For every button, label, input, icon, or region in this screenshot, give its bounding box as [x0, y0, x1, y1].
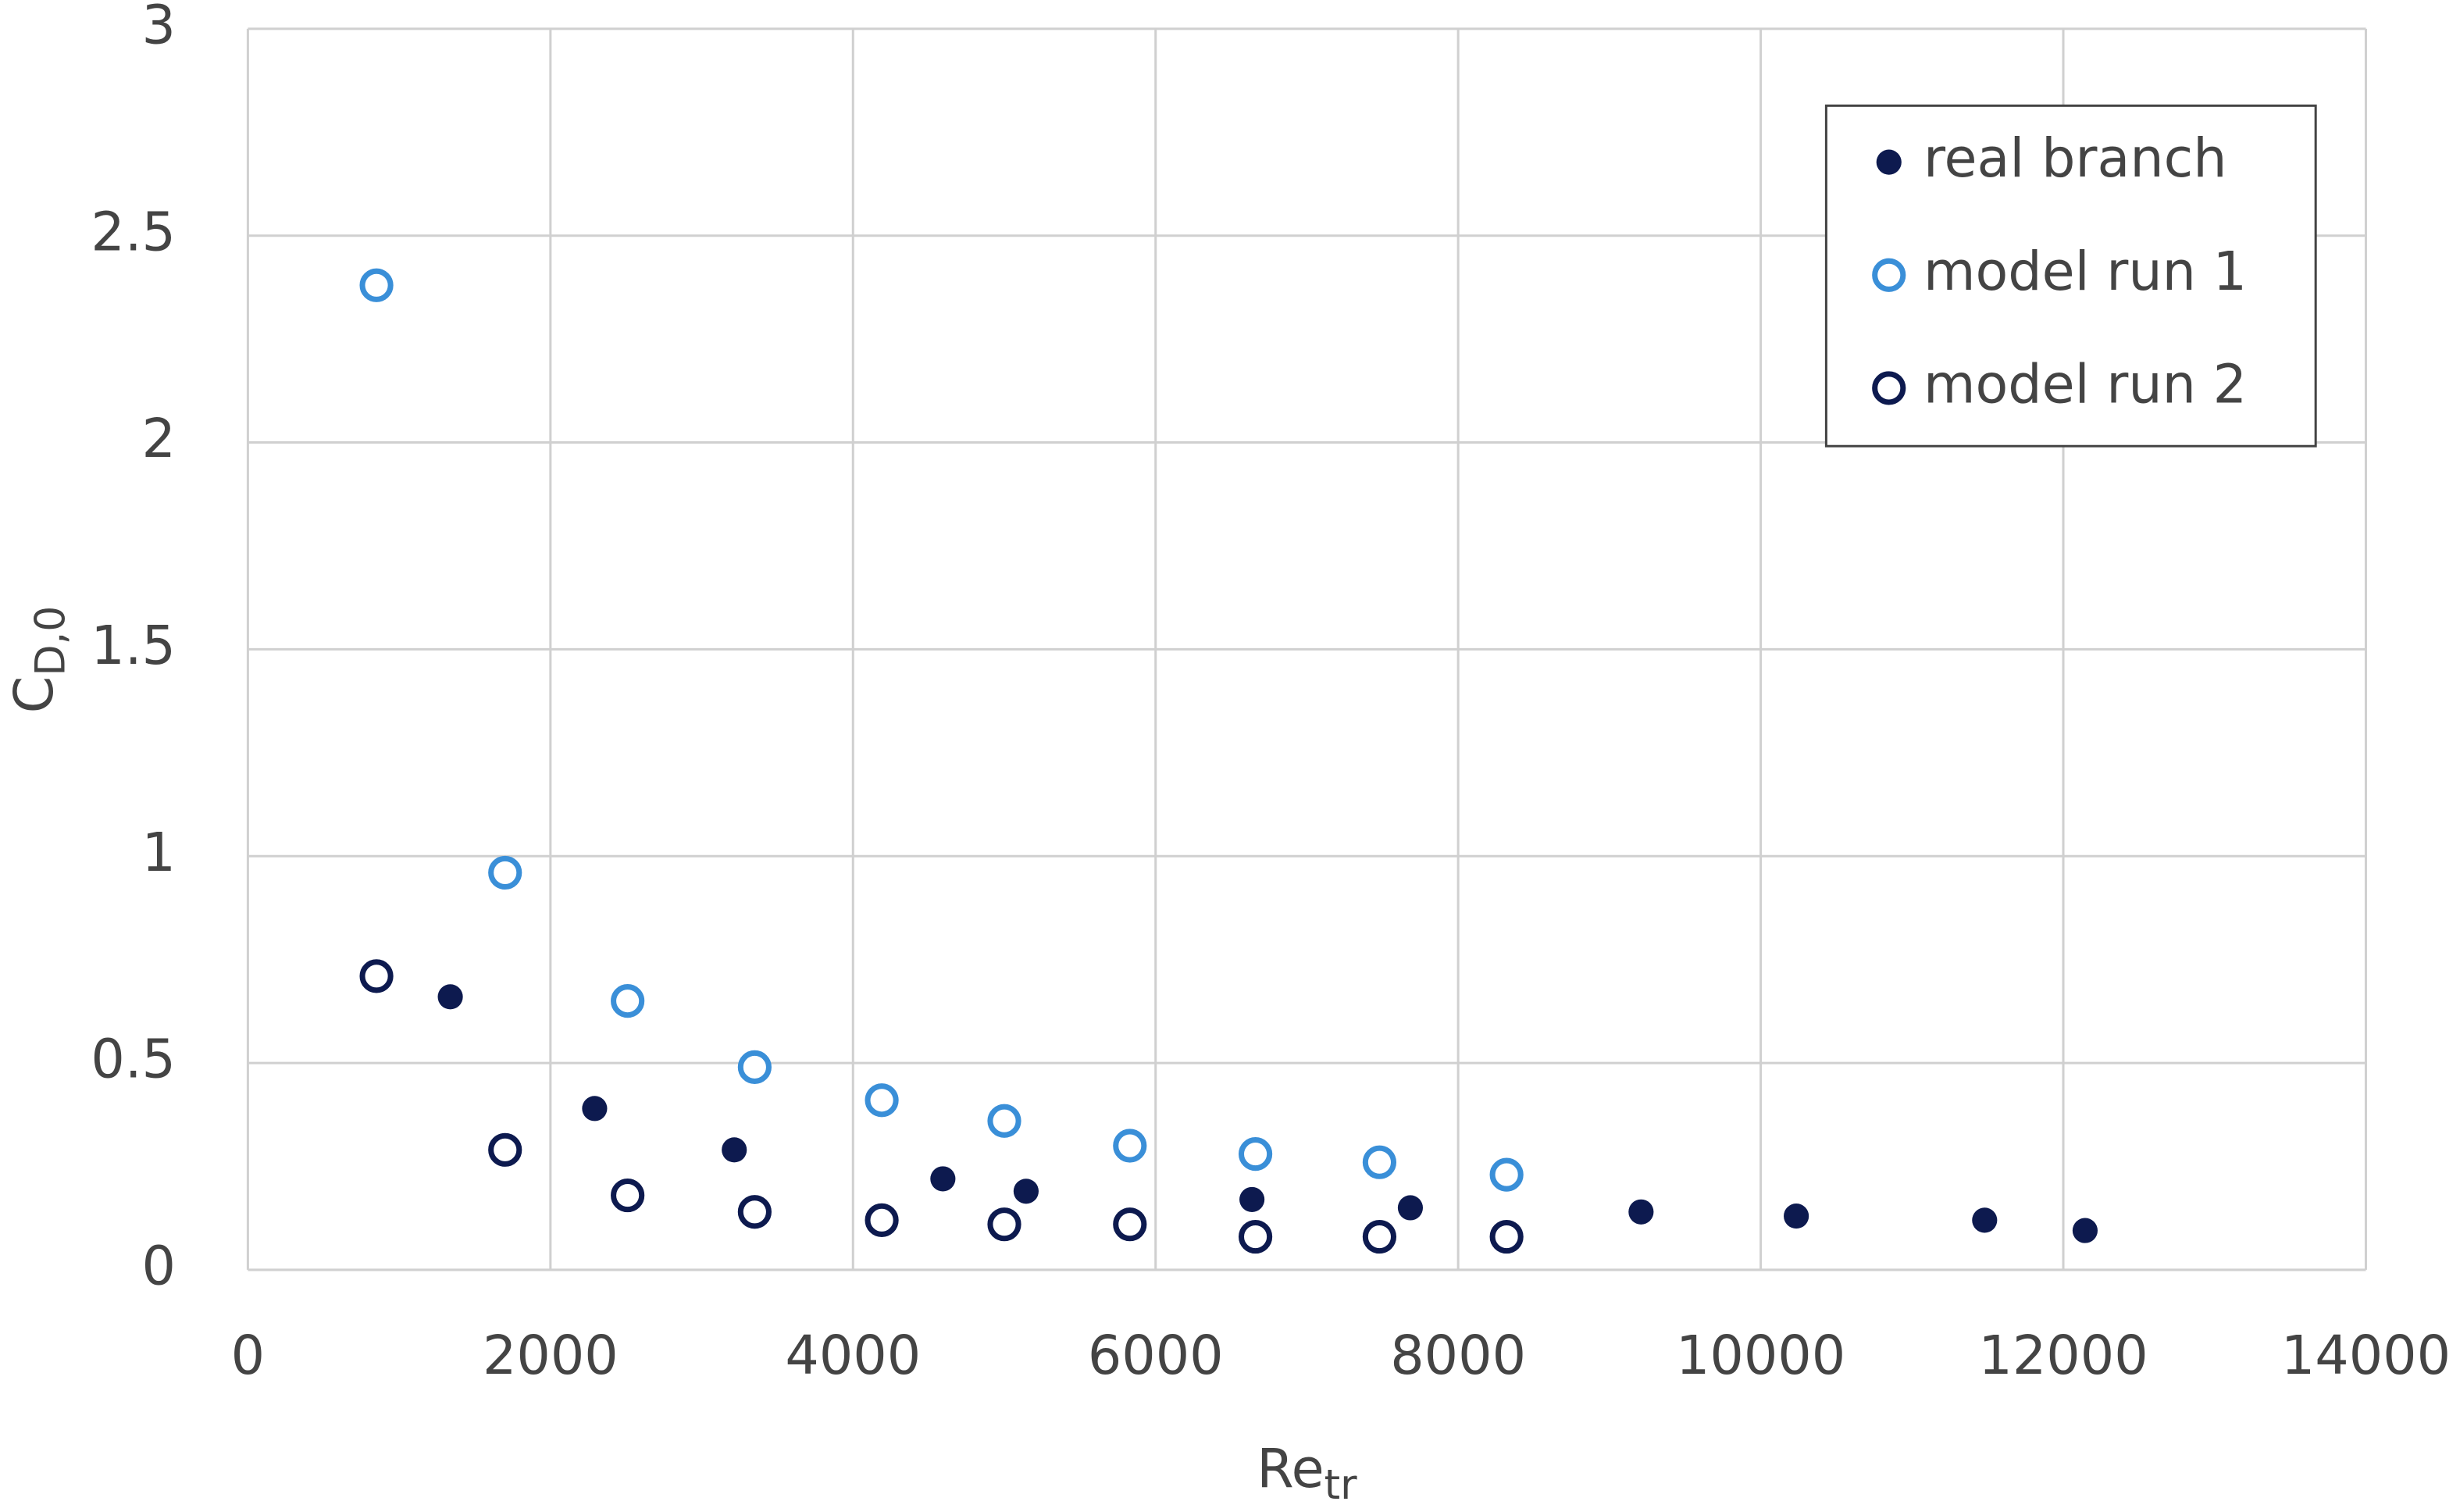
data-point	[737, 1195, 772, 1229]
data-point	[437, 984, 463, 1010]
data-point	[582, 1096, 608, 1122]
data-point	[1489, 1157, 1524, 1192]
y-tick-label: 2.5	[91, 201, 176, 263]
legend-label: model run 1	[1923, 241, 2247, 303]
x-axis-label-main: Re	[1257, 1439, 1324, 1500]
data-point	[359, 959, 394, 993]
y-axis-label: CD,0	[4, 606, 75, 714]
data-point	[1784, 1204, 1809, 1229]
legend-label: model run 2	[1923, 354, 2247, 415]
data-point	[1239, 1186, 1265, 1212]
data-point	[1362, 1219, 1397, 1254]
x-tick-label: 10000	[1676, 1325, 1845, 1387]
data-point	[987, 1207, 1021, 1242]
data-point	[865, 1083, 899, 1118]
data-point	[611, 984, 645, 1018]
data-point	[1362, 1145, 1397, 1179]
data-point	[1113, 1129, 1147, 1163]
data-point	[1238, 1137, 1273, 1171]
x-tick-label: 4000	[785, 1325, 921, 1387]
legend-label: real branch	[1923, 128, 2227, 190]
data-point	[1489, 1219, 1524, 1254]
data-point	[1972, 1207, 1998, 1233]
data-point	[865, 1203, 899, 1237]
y-axis-label-sub: D,0	[27, 606, 74, 676]
y-tick-label: 2	[142, 408, 176, 470]
x-tick-label: 6000	[1088, 1325, 1224, 1387]
legend-marker	[1876, 149, 1902, 175]
x-axis-label-sub: tr	[1324, 1462, 1357, 1509]
data-point	[1238, 1219, 1273, 1254]
data-point	[488, 1132, 522, 1167]
x-tick-label: 12000	[1978, 1325, 2148, 1387]
data-point	[737, 1050, 772, 1084]
x-tick-label: 8000	[1390, 1325, 1526, 1387]
data-point	[1397, 1195, 1424, 1221]
data-point	[930, 1166, 956, 1192]
x-tick-label: 0	[231, 1325, 265, 1387]
legend-marker	[1872, 258, 1906, 292]
data-point	[1628, 1199, 1654, 1225]
y-axis-label-main: C	[4, 676, 66, 714]
data-point	[611, 1178, 645, 1213]
y-tick-label: 0	[142, 1236, 176, 1297]
x-axis-label: Retr	[1257, 1439, 1357, 1509]
x-tick-label: 14000	[2281, 1325, 2451, 1387]
data-point	[1113, 1207, 1147, 1242]
data-point	[722, 1137, 747, 1163]
y-tick-label: 1	[142, 822, 176, 884]
x-tick-label: 2000	[483, 1325, 619, 1387]
y-tick-label: 0.5	[91, 1029, 176, 1091]
data-point	[359, 268, 394, 302]
data-point	[1013, 1179, 1039, 1204]
y-tick-label: 1.5	[91, 615, 176, 677]
data-point	[987, 1104, 1021, 1138]
legend-marker	[1872, 371, 1906, 405]
legend-box	[1824, 104, 2317, 448]
data-point	[488, 855, 522, 890]
y-tick-label: 3	[142, 0, 176, 56]
data-point	[2072, 1218, 2098, 1243]
